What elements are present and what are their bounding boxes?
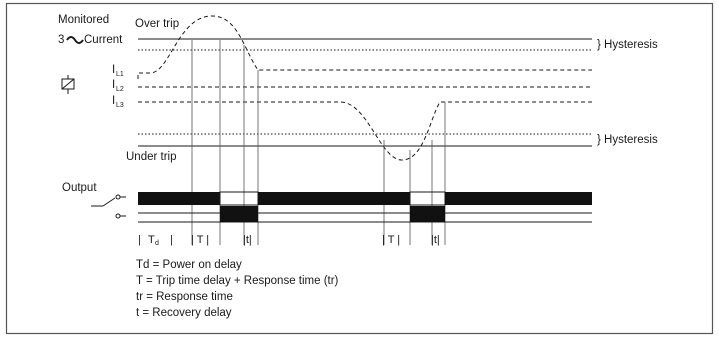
relay-coil-icon bbox=[61, 75, 75, 94]
timing-recovery-2: |t| bbox=[431, 234, 440, 246]
svg-text:d: d bbox=[155, 240, 159, 247]
tilde-symbol bbox=[66, 36, 84, 44]
legend-item: T = Trip time delay + Response time (tr) bbox=[136, 275, 339, 287]
phase-l2-label: I L2 bbox=[112, 79, 124, 93]
phase-l1-waveform bbox=[137, 15, 592, 79]
svg-text:L2: L2 bbox=[116, 86, 124, 93]
svg-text:I: I bbox=[112, 95, 115, 107]
output-timing-bars bbox=[138, 191, 592, 223]
legend-item: t = Recovery delay bbox=[136, 307, 232, 319]
over-trip-label: Over trip bbox=[135, 18, 179, 30]
monitored-label: Monitored bbox=[58, 14, 109, 26]
svg-text:|: | bbox=[138, 234, 141, 246]
timing-td-label: | T d | bbox=[138, 234, 173, 247]
output-label: Output bbox=[62, 182, 97, 194]
legend-item: tr = Response time bbox=[136, 291, 233, 303]
legend-item: Td = Power on delay bbox=[136, 259, 242, 271]
diagram-frame bbox=[5, 2, 714, 335]
hysteresis-bottom-label: } Hysteresis bbox=[597, 134, 658, 146]
phase-l3-waveform bbox=[138, 101, 592, 161]
timing-recovery-1: |t| bbox=[243, 234, 252, 246]
output-contact-icon bbox=[91, 194, 126, 219]
phase-l1-label: I L1 bbox=[112, 64, 124, 78]
current-prefix-label: 3 bbox=[58, 34, 64, 46]
phase-l3-label: I L3 bbox=[112, 95, 124, 109]
timing-trip-delay-2: | T | bbox=[382, 234, 400, 246]
current-label: Current bbox=[84, 34, 123, 46]
svg-text:|: | bbox=[170, 234, 173, 246]
svg-text:L3: L3 bbox=[116, 102, 124, 109]
under-trip-label: Under trip bbox=[126, 151, 177, 163]
svg-text:I: I bbox=[112, 64, 115, 76]
hysteresis-top-label: } Hysteresis bbox=[597, 39, 658, 51]
svg-text:I: I bbox=[112, 79, 115, 91]
svg-text:L1: L1 bbox=[116, 71, 124, 78]
timing-trip-delay-1: | T | bbox=[191, 234, 209, 246]
svg-text:T: T bbox=[148, 234, 155, 246]
